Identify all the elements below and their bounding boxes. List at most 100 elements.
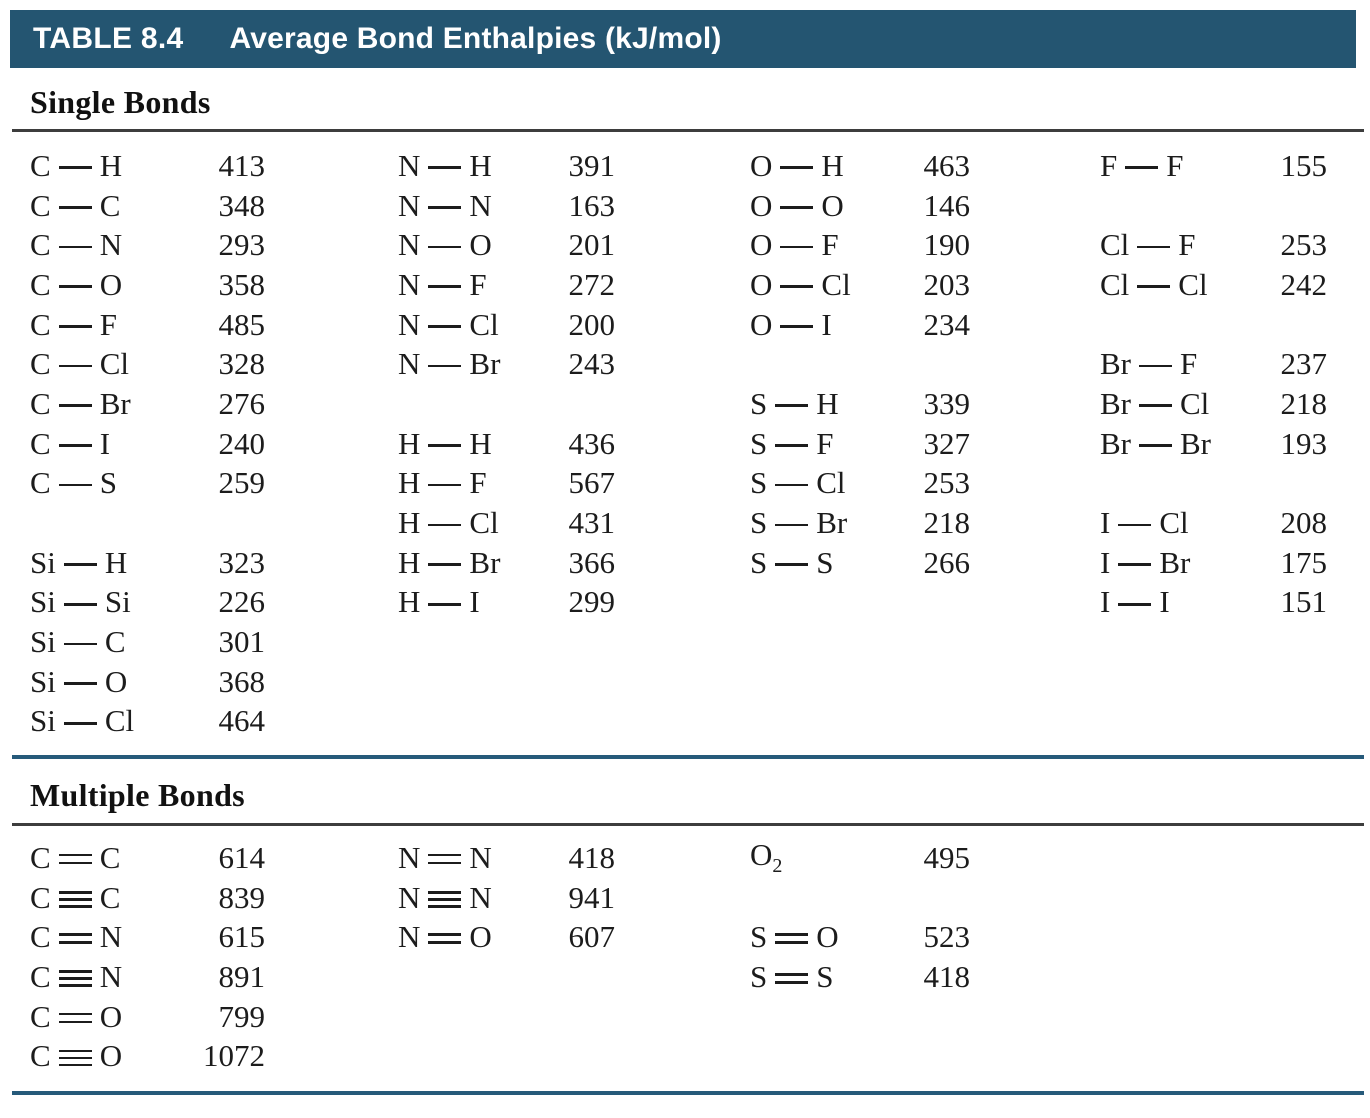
multiple-bonds-grid: C C 614 C C 839 C N 615 C N 891 C O 799 C O 1072 N N 418 N N 94… xyxy=(30,837,1327,1076)
bond-enthalpy-value: 615 xyxy=(218,919,266,955)
bond-label: H Cl xyxy=(398,505,499,541)
double-bond-icon xyxy=(775,928,809,950)
bond-label: O Cl xyxy=(750,266,851,302)
bond-label: I Br xyxy=(1100,544,1191,580)
bond-enthalpy-value: 941 xyxy=(568,879,616,915)
bond-enthalpy-value: 327 xyxy=(923,425,971,461)
bond-enthalpy-value: 243 xyxy=(568,346,616,382)
multiple-bonds-heading: Multiple Bonds xyxy=(30,777,245,813)
bond-label: Si Si xyxy=(30,584,131,620)
single-bond-icon xyxy=(63,712,97,734)
bond-enthalpy-value: 418 xyxy=(568,839,616,875)
bond-enthalpy-value: 485 xyxy=(218,306,266,342)
bond-enthalpy-value: 891 xyxy=(218,958,266,994)
single-bond-icon xyxy=(58,276,92,298)
bond-enthalpy-value: 464 xyxy=(218,703,266,739)
single-bond-icon xyxy=(1125,157,1159,179)
single-bond-icon xyxy=(63,554,97,576)
bond-enthalpy-value: 607 xyxy=(568,919,616,955)
bond-enthalpy-value: 146 xyxy=(923,187,971,223)
bond-label: Br Br xyxy=(1100,425,1211,461)
section-divider-rule xyxy=(12,755,1364,759)
bond-enthalpy-value: 358 xyxy=(218,266,266,302)
bond-label: Si O xyxy=(30,663,128,699)
bond-label: Si H xyxy=(30,544,128,580)
single-bond-icon xyxy=(775,474,809,496)
bond-label: Si C xyxy=(30,624,126,660)
single-bond-icon xyxy=(428,197,462,219)
single-bond-icon xyxy=(780,197,814,219)
bond-enthalpy-value: 155 xyxy=(1280,147,1328,183)
bond-enthalpy-value: 391 xyxy=(568,147,616,183)
bond-enthalpy-value: 203 xyxy=(923,266,971,302)
bond-enthalpy-value: 339 xyxy=(923,385,971,421)
bond-enthalpy-value: 163 xyxy=(568,187,616,223)
triple-bond-icon xyxy=(58,1047,92,1069)
bond-label: C Br xyxy=(30,385,131,421)
bond-enthalpy-value: 567 xyxy=(568,465,616,501)
heading-rule xyxy=(12,823,1364,826)
triple-bond-icon xyxy=(58,889,92,911)
molecule-formula: O2 xyxy=(750,837,783,878)
table-number-label: TABLE 8.4 xyxy=(33,22,184,55)
bond-label: I Cl xyxy=(1100,505,1189,541)
bond-enthalpy-value: 218 xyxy=(923,505,971,541)
bond-enthalpy-value: 436 xyxy=(568,425,616,461)
single-bond-icon xyxy=(780,276,814,298)
bond-enthalpy-value: 190 xyxy=(923,227,971,263)
single-bond-icon xyxy=(58,197,92,219)
bond-enthalpy-value: 614 xyxy=(218,839,266,875)
single-bond-icon xyxy=(775,554,809,576)
bond-enthalpy-value: 237 xyxy=(1280,346,1328,382)
bond-enthalpy-value: 242 xyxy=(1280,266,1328,302)
single-bond-icon xyxy=(775,435,809,457)
single-bond-icon xyxy=(58,474,92,496)
double-bond-icon xyxy=(428,928,462,950)
single-bond-icon xyxy=(63,673,97,695)
single-bond-icon xyxy=(428,236,462,258)
bond-enthalpy-value: 276 xyxy=(218,385,266,421)
single-bond-icon xyxy=(1137,276,1171,298)
bond-enthalpy-value: 240 xyxy=(218,425,266,461)
bond-enthalpy-value: 299 xyxy=(568,584,616,620)
bond-enthalpy-value: 323 xyxy=(218,544,266,580)
double-bond-icon xyxy=(58,849,92,871)
single-bonds-grid: C H 413 C C 348 C N 293 C O 358 C F 485 C Cl 328 C Br 276 C I 2… xyxy=(30,146,1327,741)
single-bond-icon xyxy=(428,435,462,457)
bond-enthalpy-value: 151 xyxy=(1280,584,1328,620)
table-title: Average Bond Enthalpies (kJ/mol) xyxy=(229,22,722,55)
bond-enthalpy-value: 201 xyxy=(568,227,616,263)
single-bond-icon xyxy=(58,355,92,377)
bond-enthalpy-value: 226 xyxy=(218,584,266,620)
single-bond-icon xyxy=(428,316,462,338)
single-bond-icon xyxy=(1139,435,1172,457)
single-bond-icon xyxy=(775,514,809,536)
bond-enthalpy-value: 193 xyxy=(1280,425,1328,461)
